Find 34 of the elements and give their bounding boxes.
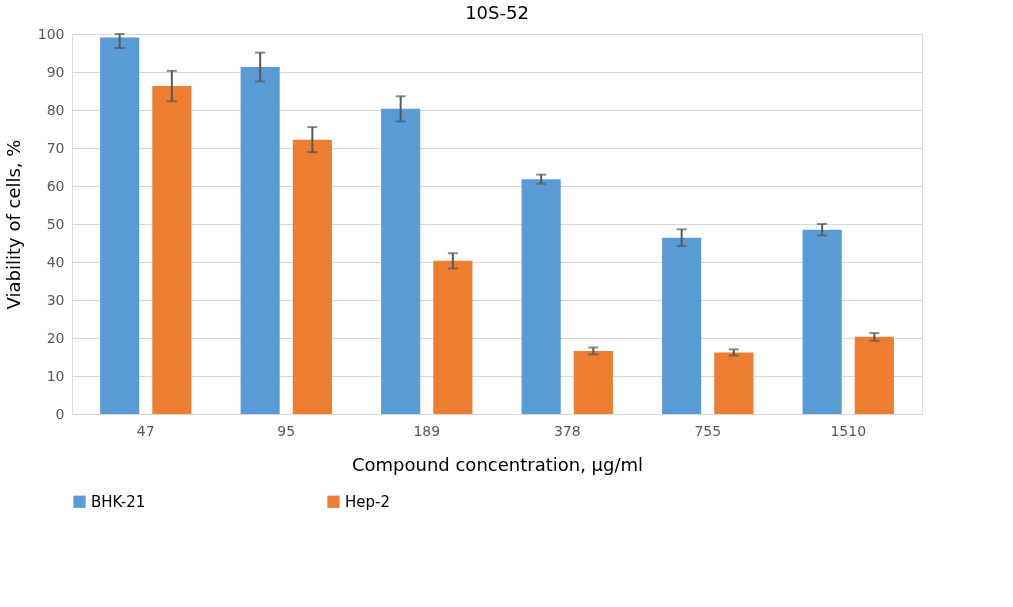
bar [240, 67, 280, 414]
bar [292, 139, 332, 414]
x-tick-label: 47 [136, 422, 155, 439]
legend-label: BHK-21 [91, 492, 146, 511]
x-tick-label: 378 [553, 422, 581, 439]
y-tick-label: 50 [46, 215, 65, 232]
y-tick-label: 10 [46, 367, 65, 384]
bar [433, 260, 473, 414]
bar [152, 86, 192, 414]
x-tick-label: 1510 [830, 422, 867, 439]
y-tick-label: 70 [46, 139, 65, 156]
y-tick-label: 80 [46, 101, 65, 118]
y-tick-label: 90 [46, 63, 65, 80]
bar [573, 350, 613, 414]
chart-title: 10S-52 [465, 2, 529, 23]
x-tick-label: 755 [694, 422, 722, 439]
bar [521, 179, 561, 414]
y-tick-label: 60 [46, 177, 65, 194]
bar [854, 336, 894, 414]
y-tick-label: 30 [46, 291, 65, 308]
y-tick-label: 40 [46, 253, 65, 270]
x-tick-label: 95 [277, 422, 296, 439]
legend-label: Hep-2 [345, 492, 390, 511]
x-tick-label: 189 [413, 422, 441, 439]
bar [100, 37, 140, 414]
y-tick-label: 20 [46, 329, 65, 346]
y-tick-label: 0 [55, 405, 65, 422]
y-axis-title: Viability of cells, % [2, 139, 24, 310]
bar [802, 229, 842, 414]
x-axis-title: Compound concentration, μg/ml [351, 453, 644, 475]
bar [662, 237, 702, 414]
bar [714, 352, 754, 414]
y-tick-label: 100 [37, 25, 65, 42]
bar [381, 108, 421, 414]
